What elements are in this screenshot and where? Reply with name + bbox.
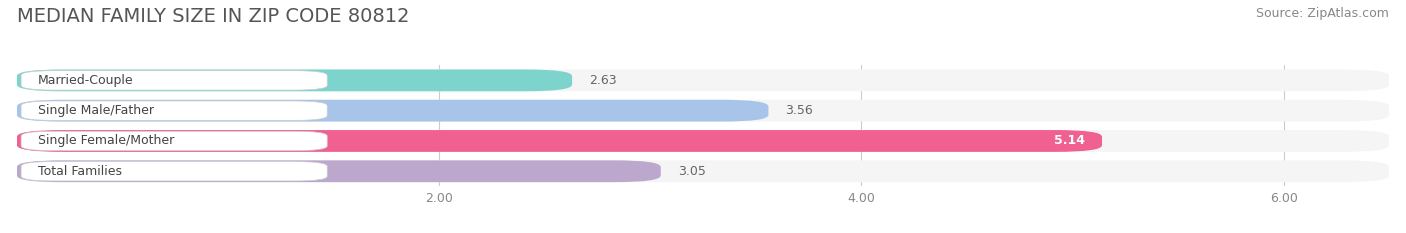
Text: 3.56: 3.56 <box>786 104 813 117</box>
FancyBboxPatch shape <box>17 130 1389 152</box>
FancyBboxPatch shape <box>21 131 328 151</box>
FancyBboxPatch shape <box>17 100 1389 122</box>
FancyBboxPatch shape <box>17 69 572 91</box>
Text: 3.05: 3.05 <box>678 165 706 178</box>
Text: Single Female/Mother: Single Female/Mother <box>38 134 174 147</box>
FancyBboxPatch shape <box>17 130 1102 152</box>
Text: Source: ZipAtlas.com: Source: ZipAtlas.com <box>1256 7 1389 20</box>
Text: Married-Couple: Married-Couple <box>38 74 134 87</box>
FancyBboxPatch shape <box>17 160 661 182</box>
FancyBboxPatch shape <box>17 160 1389 182</box>
FancyBboxPatch shape <box>17 69 1389 91</box>
Text: MEDIAN FAMILY SIZE IN ZIP CODE 80812: MEDIAN FAMILY SIZE IN ZIP CODE 80812 <box>17 7 409 26</box>
Text: Total Families: Total Families <box>38 165 122 178</box>
FancyBboxPatch shape <box>21 161 328 181</box>
FancyBboxPatch shape <box>17 100 769 122</box>
Text: Single Male/Father: Single Male/Father <box>38 104 155 117</box>
Text: 2.63: 2.63 <box>589 74 617 87</box>
Text: 5.14: 5.14 <box>1054 134 1085 147</box>
FancyBboxPatch shape <box>21 101 328 120</box>
FancyBboxPatch shape <box>21 71 328 90</box>
